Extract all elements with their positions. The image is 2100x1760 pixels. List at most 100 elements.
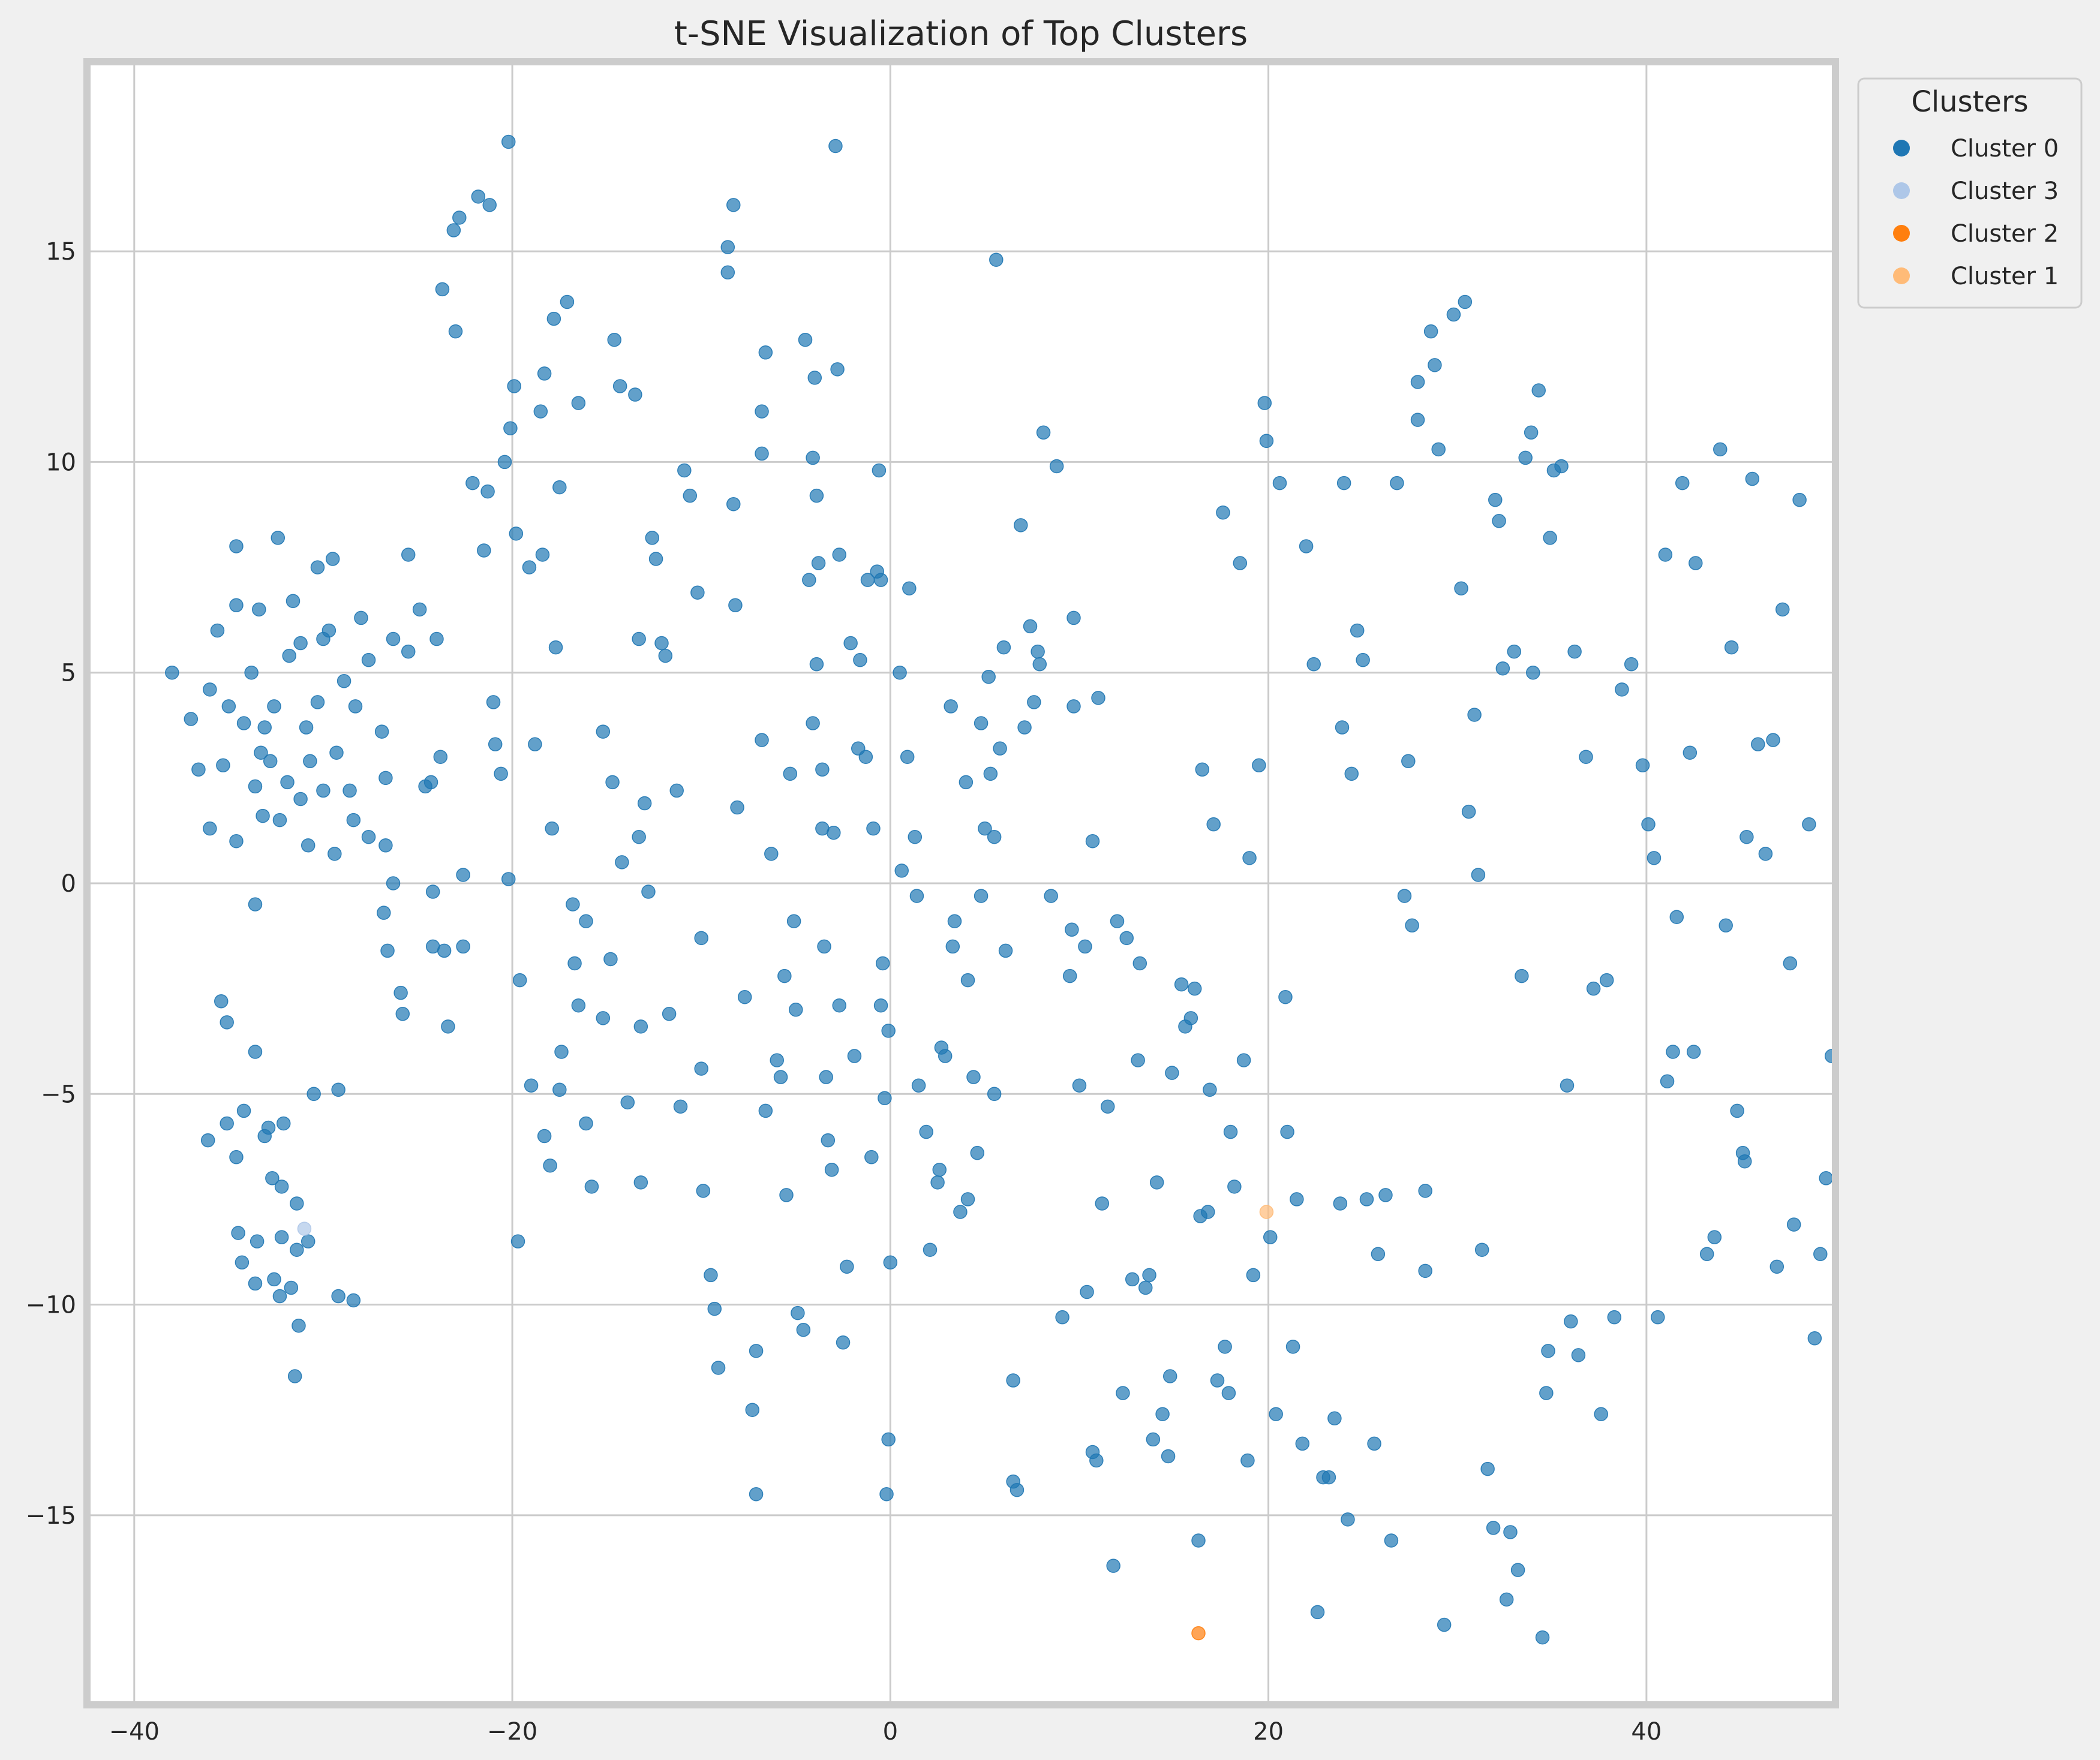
y-tick-label: 0	[61, 870, 76, 898]
data-point	[773, 1070, 788, 1084]
data-point	[1049, 459, 1064, 474]
data-point	[1766, 733, 1780, 747]
data-point	[996, 640, 1011, 655]
data-point	[1666, 1045, 1680, 1059]
data-point	[378, 838, 393, 853]
data-point	[830, 362, 845, 377]
data-point	[1221, 1386, 1236, 1400]
data-point	[231, 1226, 245, 1240]
data-point	[293, 636, 308, 651]
data-point	[229, 598, 244, 613]
data-point	[1683, 745, 1698, 760]
data-point	[641, 884, 656, 899]
data-point	[560, 294, 575, 309]
data-point	[1032, 657, 1047, 672]
data-point	[236, 716, 251, 730]
data-point	[263, 754, 278, 769]
data-point	[930, 1175, 945, 1190]
data-point	[203, 821, 217, 836]
data-point	[433, 750, 448, 764]
data-point	[783, 766, 798, 781]
data-point	[1091, 691, 1105, 705]
data-point	[1660, 1074, 1675, 1088]
data-point	[755, 733, 769, 747]
data-point	[216, 758, 230, 773]
data-point	[858, 750, 873, 764]
data-point	[552, 1082, 567, 1097]
data-point	[290, 1242, 304, 1257]
data-point	[612, 379, 627, 393]
data-point	[248, 1276, 263, 1291]
data-point	[165, 665, 179, 680]
data-point	[507, 379, 521, 393]
data-point	[673, 1099, 688, 1114]
data-point	[632, 631, 646, 646]
data-point	[1014, 518, 1028, 532]
data-point	[401, 547, 416, 562]
data-point	[1149, 1175, 1164, 1190]
data-point	[1280, 1124, 1294, 1139]
data-point	[1531, 383, 1546, 398]
data-point	[293, 792, 308, 807]
data-point	[632, 829, 646, 844]
data-point	[1306, 657, 1321, 672]
legend-marker	[1893, 140, 1910, 157]
data-point	[1615, 682, 1629, 697]
data-point	[1813, 1247, 1828, 1262]
data-point	[1541, 1344, 1555, 1358]
data-point	[1428, 358, 1442, 372]
data-point	[1418, 1184, 1432, 1198]
data-point	[1100, 1099, 1115, 1114]
data-point	[843, 636, 858, 651]
data-point	[817, 939, 831, 954]
series-cluster-0	[165, 134, 1839, 1645]
data-point	[1065, 922, 1079, 937]
data-point	[944, 699, 958, 714]
data-point	[1371, 1247, 1386, 1262]
data-point	[894, 864, 909, 878]
data-points	[165, 134, 1839, 1645]
data-point	[1567, 644, 1582, 659]
data-point	[1405, 918, 1419, 933]
data-point	[510, 1234, 525, 1248]
data-point	[648, 552, 663, 566]
legend-box	[1857, 77, 2083, 309]
data-point	[737, 989, 752, 1004]
data-point	[726, 198, 741, 212]
data-point	[501, 872, 516, 886]
data-point	[1131, 1053, 1145, 1067]
data-point	[815, 762, 830, 777]
data-point	[1110, 914, 1125, 928]
data-point	[343, 783, 357, 798]
data-point	[286, 594, 301, 609]
data-point	[758, 345, 773, 360]
data-point	[633, 1019, 648, 1034]
data-point	[840, 1259, 854, 1274]
data-point	[806, 716, 820, 730]
data-point	[1518, 450, 1533, 465]
data-point	[1635, 758, 1650, 773]
data-point	[267, 1272, 281, 1287]
data-point	[1227, 1180, 1242, 1194]
data-point	[1201, 1205, 1215, 1219]
data-point	[1390, 476, 1404, 491]
data-point	[1078, 939, 1092, 954]
data-point	[993, 741, 1007, 756]
data-point	[543, 1158, 557, 1173]
data-point	[1730, 1103, 1744, 1118]
data-point	[755, 404, 769, 419]
data-point	[989, 252, 1004, 267]
data-point	[620, 1095, 635, 1110]
data-point	[1437, 1617, 1452, 1632]
data-point	[210, 623, 225, 638]
data-point	[274, 1230, 289, 1244]
data-point	[1310, 1605, 1325, 1620]
data-point	[271, 531, 286, 545]
data-point	[567, 956, 582, 971]
data-point	[280, 775, 295, 790]
data-point	[1599, 973, 1614, 988]
data-point	[272, 1289, 287, 1304]
data-point	[866, 821, 881, 836]
data-point	[1085, 834, 1100, 849]
data-point	[1397, 889, 1412, 903]
